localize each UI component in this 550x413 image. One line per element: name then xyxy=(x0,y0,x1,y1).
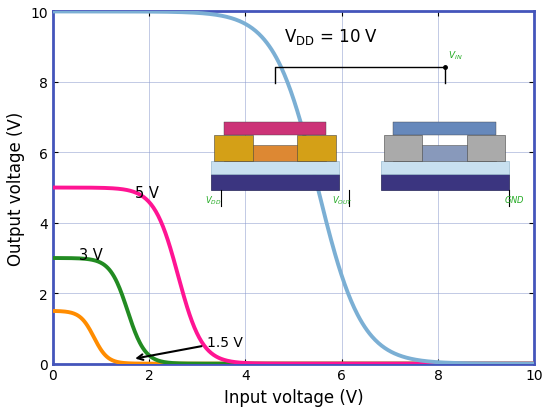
Text: 3 V: 3 V xyxy=(79,247,103,262)
Text: 5 V: 5 V xyxy=(135,186,158,201)
Text: $\mathrm{V_{DD}}$ = 10 V: $\mathrm{V_{DD}}$ = 10 V xyxy=(284,27,378,47)
X-axis label: Input voltage (V): Input voltage (V) xyxy=(224,388,364,406)
Y-axis label: Output voltage (V): Output voltage (V) xyxy=(7,111,25,265)
Text: 1.5 V: 1.5 V xyxy=(138,335,243,360)
